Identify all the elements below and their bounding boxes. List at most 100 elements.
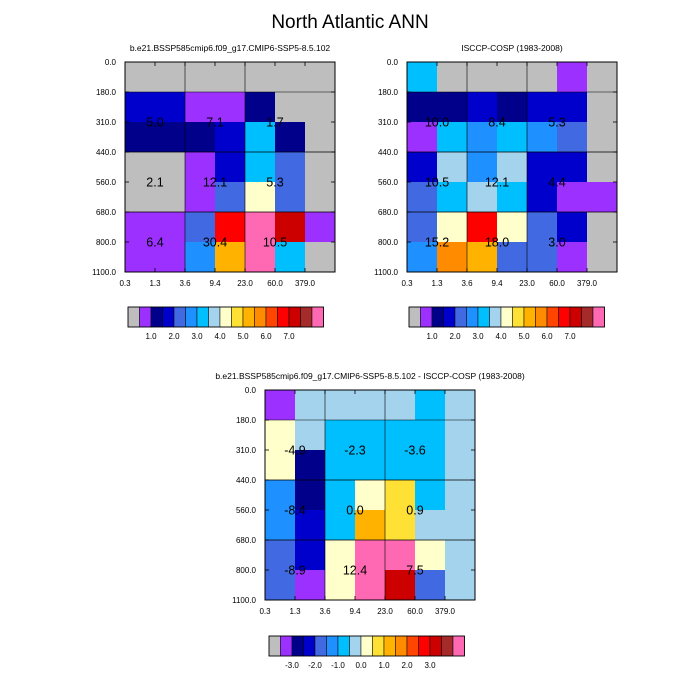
- heatmap-cell: [305, 182, 336, 213]
- colorbar-swatch: [277, 306, 290, 328]
- box-value-label: -3.6: [404, 444, 426, 458]
- box-value-label: 0.9: [406, 504, 423, 518]
- colorbar-label: 2.0: [401, 661, 413, 670]
- heatmap-cell: [185, 62, 216, 93]
- heatmap-cell: [215, 152, 246, 183]
- heatmap-cell: [275, 92, 306, 123]
- heatmap-cell: [265, 390, 296, 421]
- heatmap-cell: [305, 92, 336, 123]
- heatmap-cell: [437, 62, 468, 93]
- colorbar-swatch: [268, 635, 281, 657]
- heatmap-cell: [445, 510, 476, 541]
- heatmap-cell: [587, 182, 618, 213]
- heatmap-cell: [557, 212, 588, 243]
- heatmap-cell: [385, 420, 416, 451]
- heatmap-cell: [407, 62, 438, 93]
- heatmap-cell: [325, 420, 356, 451]
- heatmap-cell: [155, 62, 186, 93]
- x-tick-label: 1.3: [289, 607, 301, 616]
- heatmap-cell: [125, 152, 156, 183]
- colorbar-swatch: [452, 635, 465, 657]
- heatmap-cell: [415, 420, 446, 451]
- heatmap-cell: [497, 92, 528, 123]
- x-tick-label: 0.3: [259, 607, 271, 616]
- colorbar-swatch: [303, 635, 316, 657]
- colorbar-swatch: [337, 635, 350, 657]
- x-tick-label: 23.0: [377, 607, 393, 616]
- plot-frame: [406, 61, 618, 273]
- heatmap-cell: [325, 540, 356, 571]
- figure-title: North Atlantic ANN: [271, 12, 428, 33]
- colorbar-swatch: [242, 306, 255, 328]
- heatmap-cell: [215, 92, 246, 123]
- heatmap-cell: [445, 450, 476, 481]
- y-tick-label: 310.0: [378, 118, 399, 127]
- colorbar-label: 2.0: [449, 332, 461, 341]
- y-tick-label: 800.0: [96, 238, 117, 247]
- x-tick-label: 0.3: [401, 279, 413, 288]
- colorbar-label: 7.0: [283, 332, 295, 341]
- colorbar-frame: [127, 306, 324, 328]
- box-value-label: -8.4: [284, 504, 306, 518]
- x-tick-label: 379.0: [295, 279, 316, 288]
- heatmap-cell: [275, 212, 306, 243]
- colorbar-swatch: [535, 306, 548, 328]
- heatmap-cell: [497, 242, 528, 273]
- panel-3: b.e21.BSSP585cmip6.f09_g17.CMIP6-SSP5-8.…: [215, 371, 524, 670]
- box-value-label: 1.7: [266, 116, 283, 130]
- colorbar-swatch: [162, 306, 175, 328]
- y-tick-label: 0.0: [245, 386, 257, 395]
- plot-frame: [264, 389, 476, 601]
- heatmap-cell: [407, 122, 438, 153]
- heatmap-cell: [557, 92, 588, 123]
- heatmap-cell: [527, 92, 558, 123]
- x-tick-label: 60.0: [549, 279, 565, 288]
- heatmap-cell: [557, 122, 588, 153]
- colorbar-label: -3.0: [285, 661, 299, 670]
- y-tick-label: 560.0: [236, 506, 257, 515]
- heatmap-cell: [467, 62, 498, 93]
- colorbar-swatch: [326, 635, 339, 657]
- colorbar-swatch: [139, 306, 152, 328]
- colorbar-swatch: [314, 635, 327, 657]
- heatmap-cell: [355, 480, 386, 511]
- heatmap-cell: [125, 242, 156, 273]
- colorbar-swatch: [219, 306, 232, 328]
- heatmap-cell: [407, 212, 438, 243]
- y-tick-label: 680.0: [96, 208, 117, 217]
- heatmap-cell: [415, 570, 446, 601]
- heatmap-cell: [125, 92, 156, 123]
- x-tick-label: 0.3: [119, 279, 131, 288]
- colorbar-swatch: [477, 306, 490, 328]
- box-value-label: 0.0: [346, 504, 363, 518]
- heatmap-cell: [445, 570, 476, 601]
- heatmap-cell: [325, 510, 356, 541]
- colorbar-label: -2.0: [308, 661, 322, 670]
- y-tick-label: 180.0: [378, 88, 399, 97]
- x-tick-label: 1.3: [431, 279, 443, 288]
- y-tick-label: 180.0: [96, 88, 117, 97]
- heatmap-cell: [527, 152, 558, 183]
- heatmap-cell: [125, 182, 156, 213]
- heatmap-cell: [587, 122, 618, 153]
- colorbar-label: -1.0: [331, 661, 345, 670]
- heatmap-cell: [497, 152, 528, 183]
- heatmap-cell: [155, 92, 186, 123]
- colorbar-swatch: [569, 306, 582, 328]
- heatmap-cell: [245, 182, 276, 213]
- heatmap-cell: [467, 122, 498, 153]
- box-value-label: 5.3: [548, 116, 565, 130]
- box-value-label: 10.0: [425, 116, 449, 130]
- y-tick-label: 1100.0: [232, 596, 256, 605]
- heatmap-cell: [557, 182, 588, 213]
- box-value-label: 18.0: [485, 236, 509, 250]
- x-tick-label: 1.3: [149, 279, 161, 288]
- y-tick-label: 0.0: [387, 58, 399, 67]
- heatmap-cell: [155, 182, 186, 213]
- heatmap-cell: [215, 242, 246, 273]
- y-tick-label: 440.0: [378, 148, 399, 157]
- heatmap-cell: [437, 122, 468, 153]
- heatmap-cell: [497, 182, 528, 213]
- colorbar-swatch: [383, 635, 396, 657]
